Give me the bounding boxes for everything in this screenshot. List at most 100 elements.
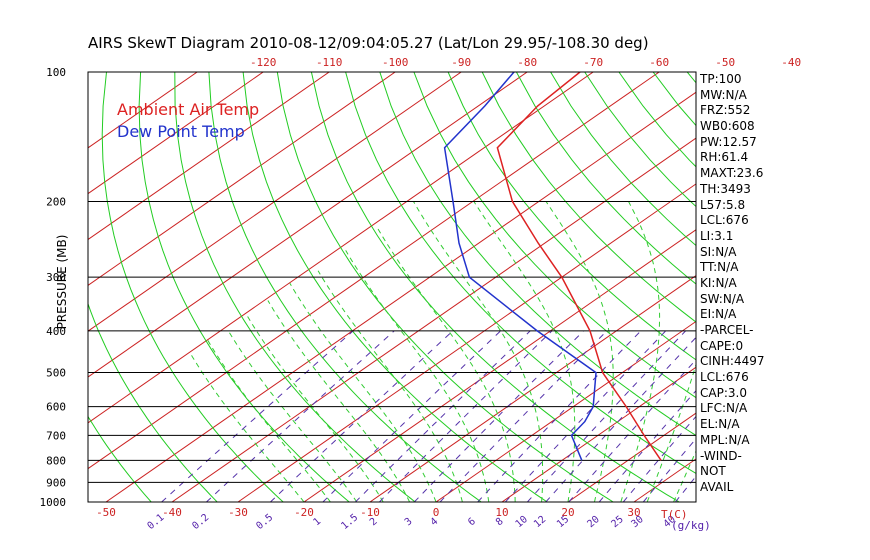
plot-frame: [87, 71, 697, 503]
moist-adiabat-line: [673, 449, 696, 502]
bottom-temp-tick-label: 10: [495, 506, 508, 519]
chart-title: AIRS SkewT Diagram 2010-08-12/09:04:05.2…: [88, 34, 649, 52]
top-temp-tick-label: -70: [583, 56, 603, 69]
isotherm-line: [88, 72, 660, 470]
mixing-ratio-label: 4: [429, 516, 441, 528]
top-temp-tick-label: -40: [781, 56, 801, 69]
index-item: SI:N/A: [700, 244, 737, 259]
mixing-ratio-label: 25: [610, 514, 626, 530]
mixing-ratio-label: 6: [466, 516, 478, 528]
mixing-ratio-label: 8: [494, 516, 506, 528]
mixing-ratio-label: 2: [368, 516, 380, 528]
dry-adiabat-line: [242, 72, 548, 502]
isotherm-lines: [88, 72, 870, 502]
ambient-air-temp-line: [496, 72, 662, 461]
index-item: L57:5.8: [700, 197, 746, 212]
pressure-tick-label: 600: [46, 401, 66, 414]
isobar-lines: [88, 200, 696, 483]
index-item: RH:61.4: [700, 150, 749, 165]
bottom-temp-tick-label: -50: [96, 506, 116, 519]
bottom-temp-tick-label: -40: [162, 506, 182, 519]
index-item: CINH:4497: [700, 354, 765, 369]
pressure-tick-label: 700: [46, 429, 66, 442]
mixing-ratio-line: [161, 330, 354, 502]
isotherm-line: [501, 366, 696, 502]
mixing-ratio-line: [322, 330, 501, 502]
top-temp-tick-label: -100: [382, 56, 409, 69]
index-item: MAXT:23.6: [700, 166, 764, 181]
isotherm-line: [88, 72, 264, 195]
mixing-ratio-label: 1.5: [339, 512, 360, 532]
isotherm-line: [435, 320, 696, 502]
dry-adiabat-line: [88, 302, 218, 502]
top-temp-tick-label: -80: [517, 56, 537, 69]
bottom-temp-tick-label: 0: [433, 506, 440, 519]
dry-adiabat-line: [379, 72, 696, 437]
dry-adiabat-line: [0, 72, 85, 502]
index-item: TT:N/A: [700, 260, 739, 275]
top-temp-tick-label: -50: [715, 56, 735, 69]
moist-adiabat-line: [247, 316, 384, 502]
dry-adiabat-line: [138, 72, 350, 502]
moist-adiabat-line: [376, 227, 516, 502]
bottom-temp-tick-label: 30: [627, 506, 640, 519]
index-item: TH:3493: [700, 181, 751, 196]
dry-adiabat-line: [88, 415, 152, 502]
dry-adiabat-line: [101, 72, 284, 502]
dry-adiabat-line: [550, 72, 696, 247]
pressure-tick-label: 1000: [40, 496, 67, 509]
moist-adiabat-line: [620, 201, 661, 502]
mixing-ratio-labels: 0.1 0.2 0.5 1 1.5 2 3 4 6 8 10 12 15 20 25 30 40: [146, 512, 678, 532]
moist-adiabat-line: [289, 283, 437, 502]
index-item: TP:100: [700, 72, 742, 86]
moist-adiabat-line: [473, 201, 576, 502]
index-item: LI:3.1: [700, 228, 734, 243]
top-temp-tick-label: -60: [649, 56, 669, 69]
dry-adiabat-line: [515, 72, 696, 285]
index-item: EI:N/A: [700, 307, 737, 322]
bottom-temp-tick-label: 20: [561, 506, 574, 519]
moist-adiabat-line: [267, 300, 411, 502]
dew-point-temp-line: [443, 72, 597, 461]
isotherm-line: [303, 229, 696, 502]
isotherm-line: [88, 72, 198, 149]
pressure-tick-label: 900: [46, 476, 66, 489]
dry-adiabat-line: [413, 72, 696, 399]
index-item: -PARCEL-: [700, 323, 754, 337]
moist-adiabat-line: [227, 330, 358, 502]
mixing-ratio-unit: (g/kg): [671, 519, 711, 532]
isotherm-line: [88, 72, 396, 286]
dry-adiabat-line: [858, 72, 870, 502]
mixing-ratio-label: 1: [311, 516, 323, 528]
mixing-ratio-label: 10: [514, 514, 530, 530]
index-item: FRZ:552: [700, 103, 751, 118]
mixing-ratio-label: 3: [403, 516, 415, 528]
top-temp-tick-label: -110: [316, 56, 343, 69]
legend-ambient-air-temp: Ambient Air Temp: [117, 100, 260, 119]
bottom-temp-tick-label: -10: [360, 506, 380, 519]
top-temp-tick-label: -90: [451, 56, 471, 69]
dry-adiabat-line: [208, 72, 482, 502]
bottom-temp-tick-label: -30: [228, 506, 248, 519]
moist-adiabat-line: [207, 339, 331, 502]
temp-axis-unit: T(C): [661, 508, 688, 521]
index-item: LCL:676: [700, 213, 749, 228]
isotherm-line: [369, 275, 696, 502]
index-item: -WIND-: [700, 448, 742, 463]
index-item: LFC:N/A: [700, 401, 748, 416]
dry-adiabat-line: [790, 72, 870, 502]
pressure-tick-labels: 100 200 300 400 500 600 700 800 900 1000: [40, 66, 67, 509]
stability-index-list: TP:100 MW:N/A FRZ:552 WB0:608 PW:12.57 RH:61.…: [700, 72, 765, 496]
legend-dew-point-temp: Dew Point Temp: [117, 122, 245, 141]
dry-adiabat-line: [174, 72, 416, 502]
pressure-tick-label: 100: [46, 66, 66, 79]
mixing-ratio-label: 12: [532, 514, 548, 530]
sounding-series: [443, 72, 662, 461]
isotherm-line: [567, 412, 696, 502]
index-item: KI:N/A: [700, 275, 737, 290]
index-item: LCL:676: [700, 370, 749, 385]
index-item: PW:12.57: [700, 134, 757, 149]
dry-adiabat-line: [824, 72, 870, 502]
isotherm-line: [766, 72, 870, 502]
